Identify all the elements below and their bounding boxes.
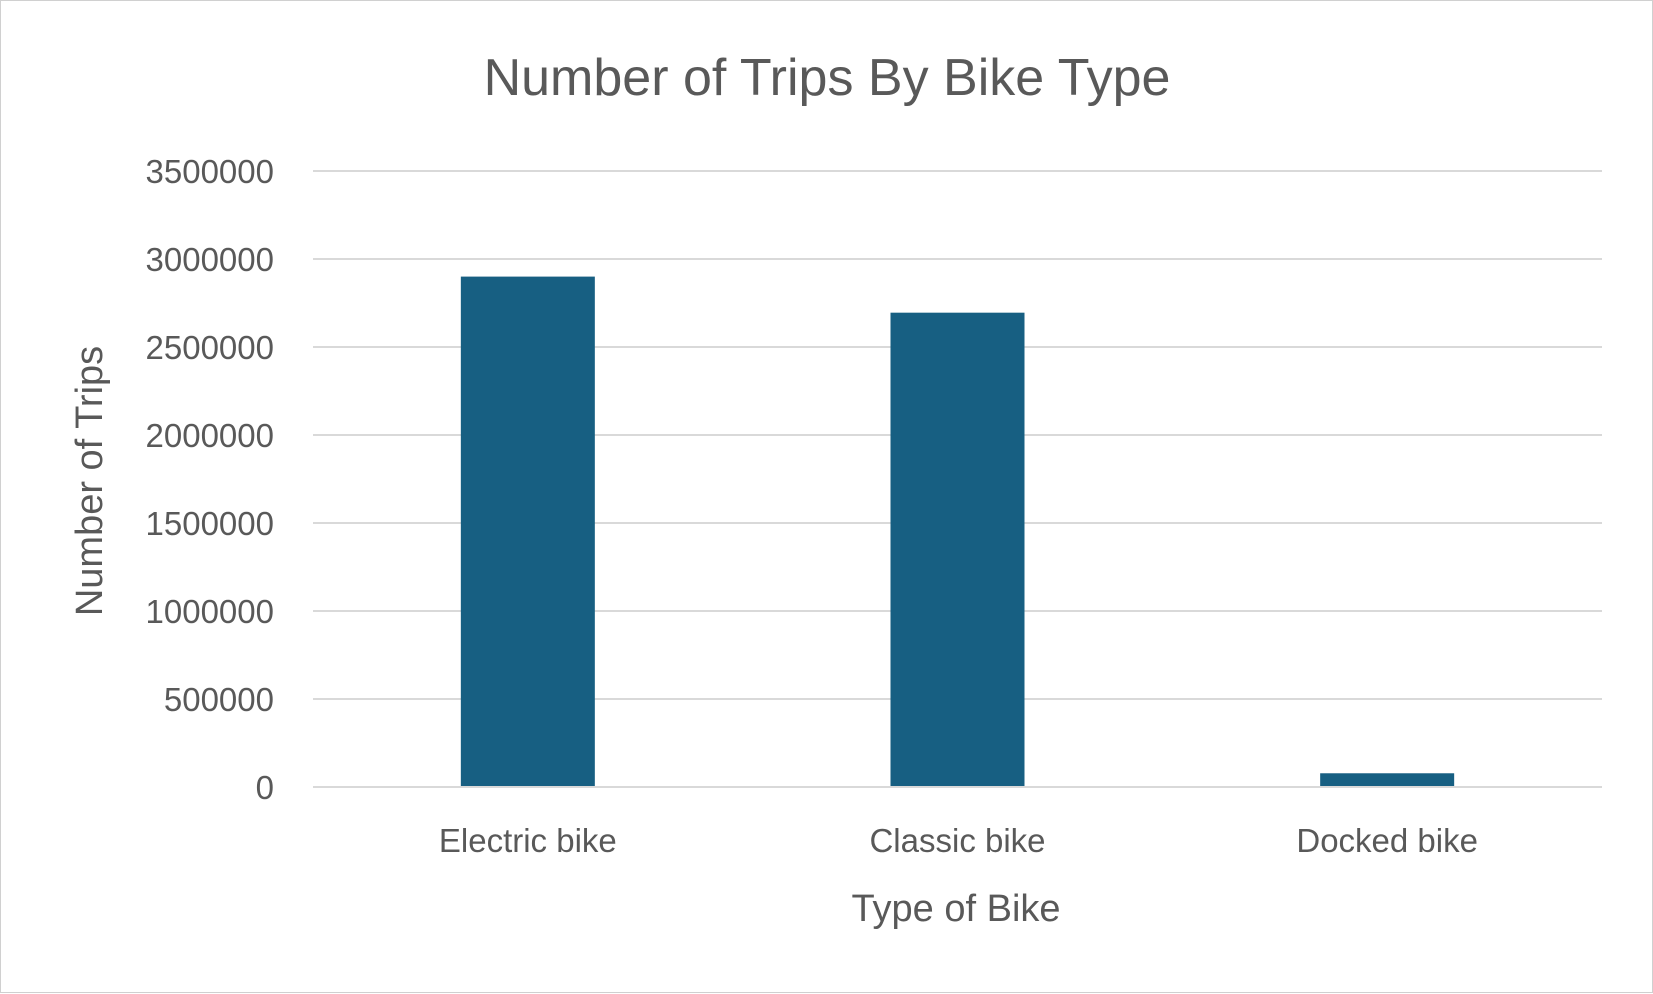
x-axis-ticks: Electric bike Classic bike Docked bike bbox=[439, 822, 1478, 859]
y-tick-label: 1500000 bbox=[146, 505, 274, 542]
y-axis-title: Number of Trips bbox=[69, 346, 111, 616]
bar-docked-bike bbox=[1320, 773, 1455, 786]
x-tick-label: Docked bike bbox=[1296, 822, 1478, 859]
chart-title: Number of Trips By Bike Type bbox=[484, 49, 1171, 107]
y-axis-ticks: 0 500000 1000000 1500000 2000000 2500000 30000… bbox=[146, 153, 274, 806]
x-tick-label: Classic bike bbox=[869, 822, 1045, 859]
bar-electric-bike bbox=[460, 276, 595, 786]
y-tick-label: 500000 bbox=[164, 681, 274, 718]
y-tick-label: 3500000 bbox=[146, 153, 274, 190]
bar-classic-bike bbox=[890, 312, 1025, 786]
y-tick-label: 0 bbox=[256, 769, 274, 806]
y-tick-label: 2500000 bbox=[146, 329, 274, 366]
bars bbox=[460, 276, 1455, 786]
y-tick-label: 2000000 bbox=[146, 417, 274, 454]
x-tick-label: Electric bike bbox=[439, 822, 617, 859]
y-tick-label: 1000000 bbox=[146, 593, 274, 630]
x-axis-title: Type of Bike bbox=[851, 888, 1060, 930]
y-tick-label: 3000000 bbox=[146, 241, 274, 278]
